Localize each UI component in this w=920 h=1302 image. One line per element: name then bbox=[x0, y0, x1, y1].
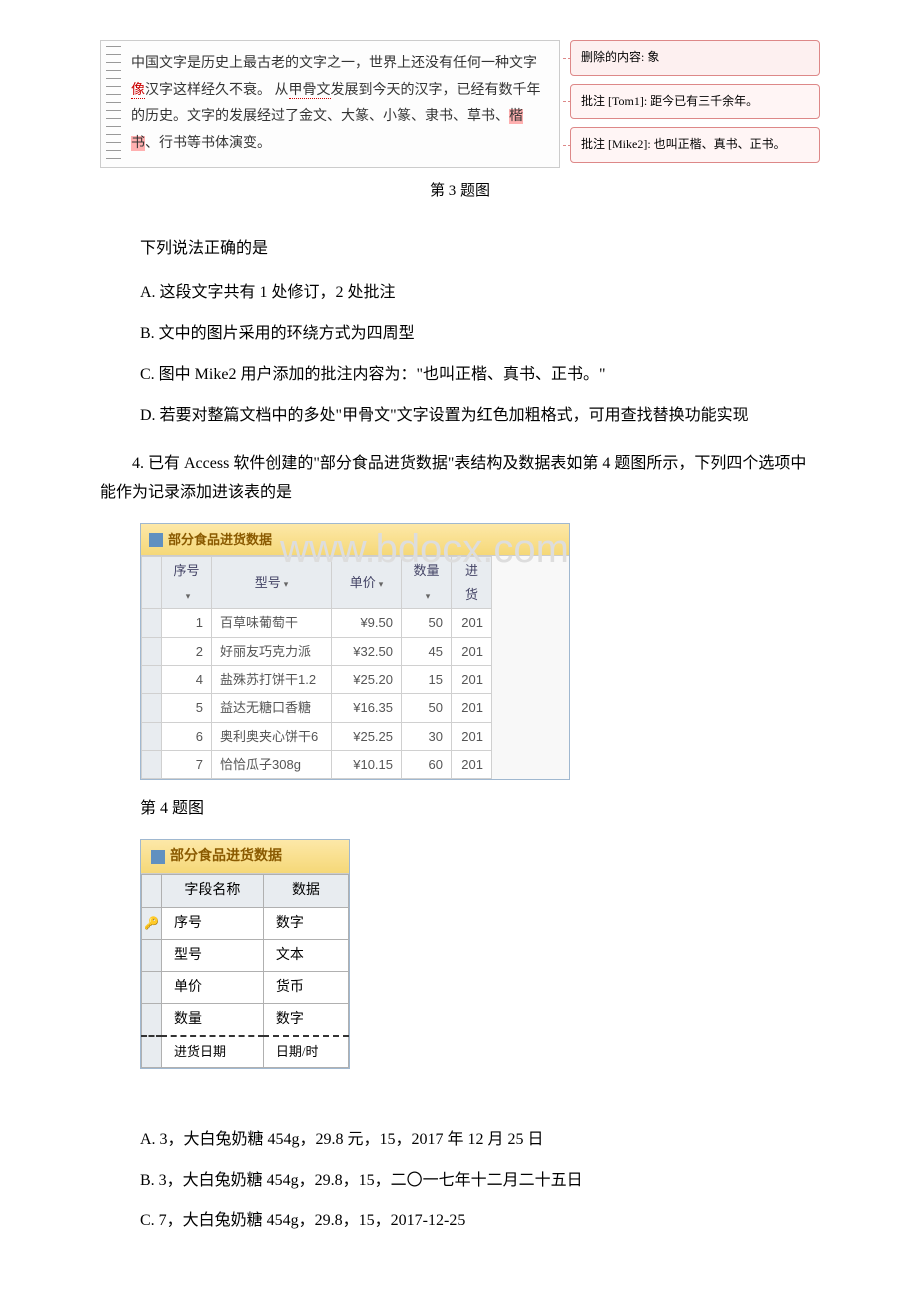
key-icon: 🔑 bbox=[144, 916, 159, 930]
table-row: 2好丽友巧克力派¥32.5045201 bbox=[142, 637, 492, 665]
comment-tom: 批注 [Tom1]: 距今已有三千余年。 bbox=[570, 84, 820, 120]
dropdown-icon: ▾ bbox=[284, 579, 289, 589]
table-row: 7恰恰瓜子308g¥10.1560201 bbox=[142, 751, 492, 779]
word-doc-screenshot: 中国文字是历史上最古老的文字之一，世界上还没有任何一种文字像汉字这样经久不衰。 … bbox=[100, 40, 820, 168]
col-header: 数据 bbox=[263, 875, 348, 907]
col-header: 型号 bbox=[255, 575, 281, 590]
table-title: 部分食品进货数据 bbox=[168, 528, 272, 551]
question-4-intro: 4. 已有 Access 软件创建的"部分食品进货数据"表结构及数据表如第 4 … bbox=[100, 450, 820, 508]
table-icon bbox=[149, 533, 163, 547]
table-row: 5益达无糖口香糖¥16.3550201 bbox=[142, 694, 492, 722]
comment-text: 删除的内容: 象 bbox=[581, 50, 659, 64]
comment-text: 批注 [Mike2]: 也叫正楷、真书、正书。 bbox=[581, 137, 786, 151]
comment-mike: 批注 [Mike2]: 也叫正楷、真书、正书。 bbox=[570, 127, 820, 163]
structure-title-bar: 部分食品进货数据 bbox=[141, 840, 349, 874]
structure-title: 部分食品进货数据 bbox=[170, 844, 282, 869]
access-structure-table: 部分食品进货数据 字段名称 数据 🔑序号数字 型号文本 单价货币 数量数字 进货… bbox=[140, 839, 350, 1069]
table-row: 1百草味葡萄干¥9.5050201 bbox=[142, 609, 492, 637]
col-header: 序号 bbox=[173, 563, 199, 578]
option-4c: C. 7，大白兔奶糖 454g，29.8，15，2017-12-25 bbox=[140, 1207, 820, 1236]
comment-text: 批注 [Tom1]: 距今已有三千余年。 bbox=[581, 94, 758, 108]
option-4b: B. 3，大白兔奶糖 454g，29.8，15，二〇一七年十二月二十五日 bbox=[140, 1167, 820, 1196]
figure-caption-4: 第 4 题图 bbox=[140, 795, 820, 824]
option-3d: D. 若要对整篇文档中的多处"甲骨文"文字设置为红色加粗格式，可用查找替换功能实… bbox=[100, 402, 820, 431]
table-title-bar: 部分食品进货数据 bbox=[141, 524, 569, 556]
figure-caption-3: 第 3 题图 bbox=[100, 178, 820, 205]
col-header: 字段名称 bbox=[161, 875, 263, 907]
structure-row: 型号文本 bbox=[142, 939, 349, 971]
table-header-row: 序号▾ 型号▾ 单价▾ 数量▾ 进货 bbox=[142, 557, 492, 609]
table-icon bbox=[151, 850, 165, 864]
ruler-icon bbox=[106, 46, 121, 162]
access-data-table: 部分食品进货数据 序号▾ 型号▾ 单价▾ 数量▾ 进货 1百草味葡萄干¥9.50… bbox=[140, 523, 820, 781]
structure-row: 单价货币 bbox=[142, 972, 349, 1004]
doc-paragraph: 中国文字是历史上最古老的文字之一，世界上还没有任何一种文字像汉字这样经久不衰。 … bbox=[131, 51, 544, 157]
text-segment: 、行书等书体演变。 bbox=[145, 136, 271, 151]
option-3a: A. 这段文字共有 1 处修订，2 处批注 bbox=[140, 279, 820, 308]
table-row: 6奥利奥夹心饼干6¥25.2530201 bbox=[142, 722, 492, 750]
doc-text-panel: 中国文字是历史上最古老的文字之一，世界上还没有任何一种文字像汉字这样经久不衰。 … bbox=[100, 40, 560, 168]
structure-row: 数量数字 bbox=[142, 1004, 349, 1037]
underlined-text: 甲骨文 bbox=[289, 83, 331, 99]
col-header: 数量 bbox=[413, 563, 439, 578]
structure-row: 🔑序号数字 bbox=[142, 907, 349, 939]
col-header: 进货 bbox=[465, 563, 478, 601]
option-3b: B. 文中的图片采用的环绕方式为四周型 bbox=[140, 320, 820, 349]
text-segment: 汉字这样经久不衰。 从 bbox=[145, 83, 289, 98]
dropdown-icon: ▾ bbox=[186, 591, 191, 601]
comments-panel: 删除的内容: 象 批注 [Tom1]: 距今已有三千余年。 批注 [Mike2]… bbox=[570, 40, 820, 168]
tracked-change: 像 bbox=[131, 83, 145, 99]
dropdown-icon: ▾ bbox=[426, 591, 431, 601]
col-header: 单价 bbox=[350, 575, 376, 590]
table-row: 4盐殊苏打饼干1.2¥25.2015201 bbox=[142, 665, 492, 693]
dropdown-icon: ▾ bbox=[379, 579, 384, 589]
deleted-content-box: 删除的内容: 象 bbox=[570, 40, 820, 76]
option-4a: A. 3，大白兔奶糖 454g，29.8 元，15，2017 年 12 月 25… bbox=[140, 1126, 820, 1155]
option-3c: C. 图中 Mike2 用户添加的批注内容为："也叫正楷、真书、正书。" bbox=[140, 361, 820, 390]
question-3-stem: 下列说法正确的是 bbox=[140, 235, 820, 264]
text-segment: 中国文字是历史上最古老的文字之一，世界上还没有任何一种文字 bbox=[131, 56, 537, 71]
structure-header-row: 字段名称 数据 bbox=[142, 875, 349, 907]
structure-row-cutoff: 进货日期日期/时 bbox=[142, 1036, 349, 1067]
